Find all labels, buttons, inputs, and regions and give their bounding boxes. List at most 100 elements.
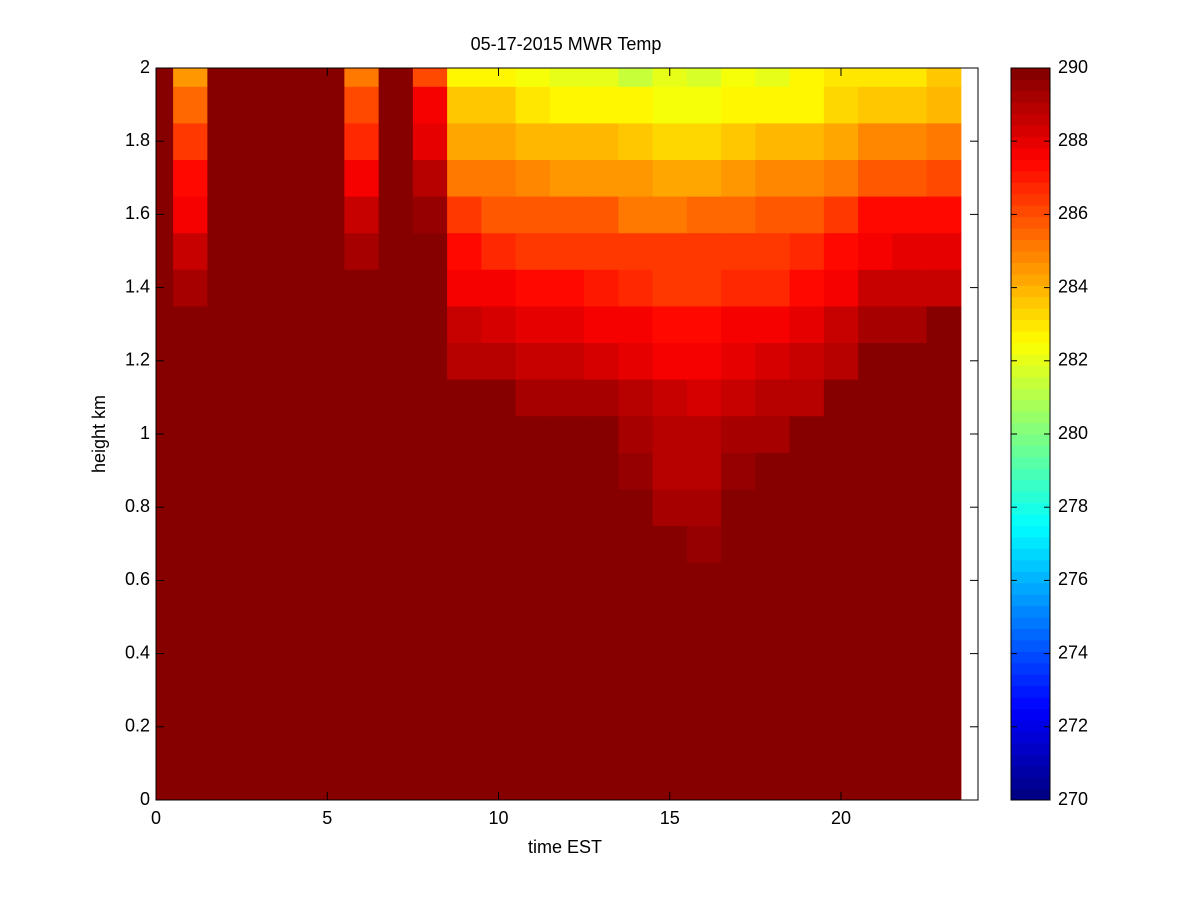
heat-cell xyxy=(515,635,551,673)
heat-cell xyxy=(378,305,414,343)
heat-cell xyxy=(618,305,654,343)
heat-cell xyxy=(686,379,722,417)
colorbar-swatch xyxy=(1011,68,1050,80)
heat-cell xyxy=(156,415,174,453)
heat-cell xyxy=(378,598,414,636)
colorbar-swatch xyxy=(1011,285,1050,298)
heat-cell xyxy=(618,671,654,709)
heat-cell xyxy=(207,342,243,380)
heat-cell xyxy=(173,635,208,673)
heat-cell xyxy=(721,159,756,197)
heat-cell xyxy=(721,342,756,380)
colorbar-tick-label: 276 xyxy=(1058,569,1088,589)
heat-cell xyxy=(447,452,482,490)
heat-cell xyxy=(549,269,585,307)
heat-cell xyxy=(156,598,174,636)
heat-cell xyxy=(686,159,722,197)
heat-cell xyxy=(686,745,722,783)
heat-cell xyxy=(412,452,448,490)
heat-cell xyxy=(156,232,174,270)
heat-cell xyxy=(686,562,722,600)
heat-cell xyxy=(173,745,208,783)
heat-cell xyxy=(344,122,380,160)
heat-cell xyxy=(789,305,825,343)
heat-cell xyxy=(686,488,722,526)
heat-cell xyxy=(173,452,208,490)
heat-cell xyxy=(584,269,619,307)
colorbar-swatch xyxy=(1011,582,1050,595)
heat-cell xyxy=(789,269,825,307)
heat-cell xyxy=(173,781,208,801)
heat-cell xyxy=(515,452,551,490)
heat-cell xyxy=(481,635,517,673)
heat-cell xyxy=(173,232,208,270)
heat-cell xyxy=(412,671,448,709)
colorbar-tick-label: 278 xyxy=(1058,496,1088,516)
heat-cell xyxy=(344,781,380,801)
heat-cell xyxy=(823,562,859,600)
heat-cell xyxy=(275,269,311,307)
heat-cell xyxy=(789,525,825,563)
x-tick-label: 10 xyxy=(488,808,508,828)
heat-cell xyxy=(686,635,722,673)
heat-cell xyxy=(549,196,585,234)
heat-cell xyxy=(344,159,380,197)
heat-cell xyxy=(310,379,345,417)
heat-cell xyxy=(412,232,448,270)
heat-cell xyxy=(584,525,619,563)
heat-cell xyxy=(823,525,859,563)
y-tick-label: 0.8 xyxy=(125,496,150,516)
heat-cell xyxy=(755,562,791,600)
colorbar-swatch xyxy=(1011,251,1050,263)
heat-cell xyxy=(858,745,893,783)
heat-cell xyxy=(892,122,928,160)
heat-cell xyxy=(447,525,482,563)
heat-cell xyxy=(549,562,585,600)
heat-cell xyxy=(378,68,414,87)
heat-cell xyxy=(481,305,517,343)
heat-cell xyxy=(686,305,722,343)
heat-cell xyxy=(207,452,243,490)
heat-cell xyxy=(926,525,962,563)
x-axis-label: time EST xyxy=(528,837,602,857)
heat-cell xyxy=(275,635,311,673)
heat-cell xyxy=(481,745,517,783)
heat-cell xyxy=(755,232,791,270)
heat-cell xyxy=(892,525,928,563)
colorbar-swatch xyxy=(1011,125,1050,138)
colorbar-swatch xyxy=(1011,102,1050,115)
heat-cell xyxy=(207,269,243,307)
colorbar-swatch xyxy=(1011,136,1050,149)
heat-cell xyxy=(892,598,928,636)
heat-cell xyxy=(584,379,619,417)
heat-cell xyxy=(481,708,517,746)
heat-cell xyxy=(378,781,414,801)
heat-cell xyxy=(241,635,277,673)
heat-cell xyxy=(789,159,825,197)
heat-cell xyxy=(755,745,791,783)
heat-cell xyxy=(378,562,414,600)
colorbar-swatch xyxy=(1011,765,1050,778)
colorbar-tick-label: 270 xyxy=(1058,789,1088,809)
heat-cell xyxy=(892,415,928,453)
heat-cell xyxy=(926,305,962,343)
heat-cell xyxy=(789,635,825,673)
heat-cell xyxy=(858,562,893,600)
heat-cell xyxy=(156,745,174,783)
heat-cell xyxy=(275,86,311,124)
heat-cell xyxy=(447,269,482,307)
colorbar-swatch xyxy=(1011,342,1050,355)
heat-cell xyxy=(892,86,928,124)
colorbar-tick-label: 280 xyxy=(1058,423,1088,443)
heat-cell xyxy=(481,525,517,563)
heat-cell xyxy=(549,342,585,380)
heat-cell xyxy=(858,635,893,673)
heat-cell xyxy=(344,671,380,709)
heat-cell xyxy=(207,68,243,87)
heat-cell xyxy=(447,305,482,343)
heat-cell xyxy=(481,562,517,600)
heat-cell xyxy=(926,708,962,746)
heat-cell xyxy=(275,305,311,343)
heat-cell xyxy=(412,379,448,417)
heat-cell xyxy=(344,342,380,380)
